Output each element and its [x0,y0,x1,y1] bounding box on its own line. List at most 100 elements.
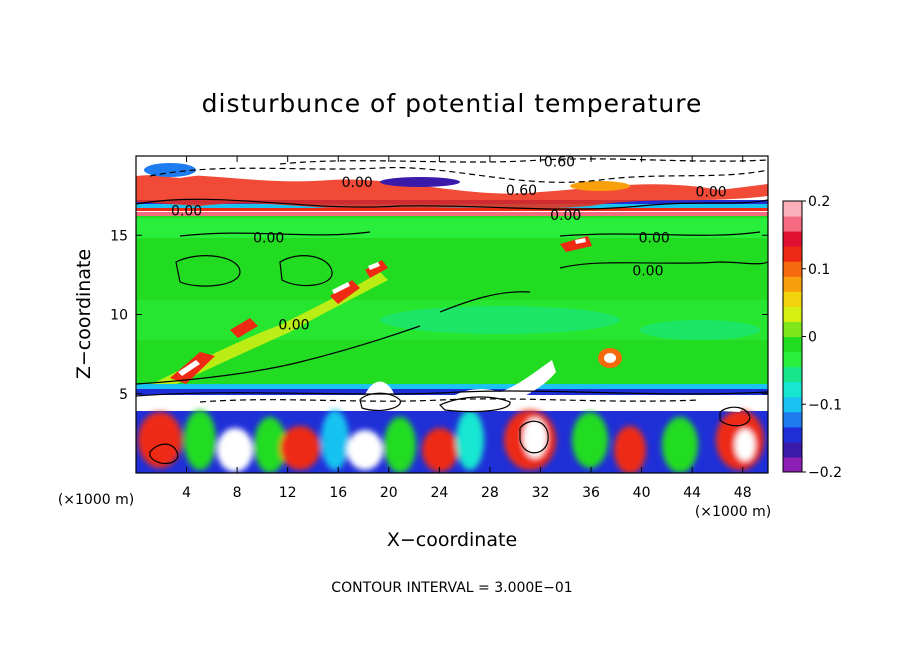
colorbar-tick-label: −0.1 [808,397,842,413]
contour-label: 0.00 [171,203,202,219]
contour-label: 0.60 [506,183,537,199]
z-tick-label: 5 [119,387,128,403]
z-tick-label: 10 [110,308,128,324]
upper-red-swirl [136,174,768,211]
colorbar-swatch [783,306,802,322]
eddy-green-1 [184,410,216,470]
x-tick-label: 28 [481,485,499,501]
z-tick-label: 15 [110,228,128,244]
colorbar-swatch [783,366,802,383]
upper-purple-blob [380,177,460,187]
contour-interval-note: CONTOUR INTERVAL = 3.000E−01 [331,580,572,596]
contour-neg-lower [199,398,701,403]
colorbar-swatch [783,291,802,307]
colorbar-swatch [783,351,802,368]
contour-lines [136,158,768,465]
contour-label: 0.00 [632,264,663,280]
contour-neg-upper-2 [279,158,768,165]
eddy-red-2 [280,426,320,470]
eddy-red-1 [138,412,182,468]
mid-teal-patch-2 [640,320,760,340]
mid-teal-patch [380,306,620,334]
x-tick-label: 24 [430,485,448,501]
contour-label: 0.00 [278,318,309,334]
eddy-green-3 [384,417,416,473]
eddy-white-1 [217,428,253,472]
contour-label: 0.00 [639,230,670,246]
contour-label: 0.60 [544,154,575,170]
x-tick-label: 16 [329,485,347,501]
contour-label-layer: 0.60 0.00 0.60 0.00 0.00 0.00 0.00 0.00 0.00 0.00 [171,154,727,334]
contour-label: 0.00 [550,208,581,224]
colorbar-swatch [783,216,802,232]
eddy-cyan-1 [321,410,349,470]
contour-label: 0.00 [342,175,373,191]
x-unit-left: (×1000 m) [58,492,134,508]
mid-light-band [136,218,768,238]
eddy-white-3 [523,418,547,458]
colorbar-swatch [783,411,802,428]
colorbar-swatch [783,246,802,262]
colorbar-swatch [783,396,802,413]
x-axis: 4 8 12 16 20 24 28 32 36 40 44 48 [182,156,752,501]
contour-zero-mid-2 [175,255,768,287]
eddy-green-2 [254,417,286,473]
upper-orange-blob [570,181,630,191]
colorbar-swatches [783,201,802,473]
eddy-red-5 [614,426,646,473]
colorbar: 0.2 0.1 0 −0.1 −0.2 [782,194,842,481]
contour-zero-base [136,390,768,397]
upper-red-strip [136,208,768,211]
z-axis: 5 10 15 [110,228,768,403]
colorbar-swatch [783,426,802,443]
colorbar-tick-label: 0 [808,330,817,346]
contour-zero-mid [179,231,761,237]
x-tick-label: 12 [279,485,297,501]
eddy-white-4 [735,429,755,461]
colorbar-tick-label: 0.1 [808,262,830,278]
colorbar-swatch [783,231,802,247]
colorbar-swatch [783,261,802,277]
colorbar-swatch [783,276,802,292]
colorbar-swatch [783,381,802,398]
colorbar-swatch [783,456,802,473]
upper-white-core [136,160,768,183]
chart-title: disturbunce of potential temperature [202,89,703,118]
upper-pink-strip [136,212,768,216]
colorbar-tick-label: 0.2 [808,194,830,210]
contour-label: 0.00 [696,184,727,200]
mid-yellow-streaks [150,272,388,392]
colorbar-swatch [783,441,802,458]
eddy-green-5 [662,417,698,473]
eddy-red-3 [422,428,458,472]
colorbar-swatch [783,321,802,337]
contour-zero-upper [136,198,768,210]
contour-eddies [149,392,751,465]
contour-neg-upper [149,166,768,183]
mid-red-streaks [170,236,592,384]
mid-white-plume [604,353,616,363]
lower-cyan-strip [136,384,768,389]
eddy-green-4 [572,412,608,468]
contour-label: 0.00 [253,230,284,246]
x-tick-label: 8 [233,485,242,501]
upper-blue-blob [144,163,196,177]
x-tick-label: 44 [683,485,701,501]
eddy-cyan-2 [456,410,484,470]
colorbar-swatch [783,336,802,353]
mid-field [136,218,768,392]
colorbar-tick-label: −0.2 [808,465,842,481]
colorbar-swatch [783,201,802,217]
x-tick-label: 36 [582,485,600,501]
x-unit-right: (×1000 m) [695,504,771,520]
plot-area: 0.60 0.00 0.60 0.00 0.00 0.00 0.00 0.00 0.00 0.00 [136,154,768,473]
x-tick-label: 32 [532,485,550,501]
contour-zero-lower [136,291,531,385]
x-tick-label: 4 [182,485,191,501]
eddy-white-2 [347,430,383,470]
colorbar-ticks: 0.2 0.1 0 −0.1 −0.2 [802,194,842,481]
x-axis-title: X−coordinate [387,529,517,551]
x-tick-label: 48 [734,485,752,501]
upper-field [136,156,768,216]
